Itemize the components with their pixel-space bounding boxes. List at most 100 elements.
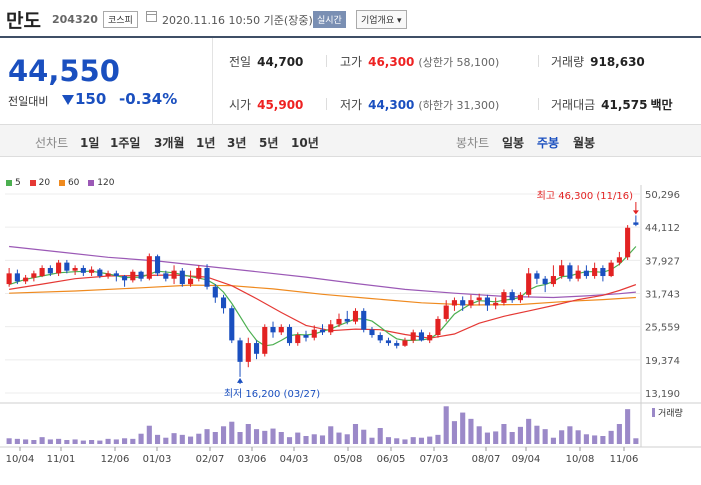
stat-label: 저가	[340, 98, 363, 112]
ma60-line	[9, 284, 636, 306]
x-tick-label: 05/08	[334, 454, 363, 465]
candle-body	[385, 340, 392, 344]
change-label: 전일대비	[8, 95, 49, 108]
realtime-button[interactable]: 실시간	[313, 11, 346, 28]
stat-label: 고가	[340, 55, 363, 69]
low-annotation: 최저 16,200 (03/27)	[224, 388, 320, 400]
candle-body	[592, 267, 598, 277]
candle-body	[295, 335, 301, 344]
period-10y-button[interactable]: 10년	[291, 136, 319, 150]
x-tick-label: 10/04	[6, 454, 35, 465]
volume-bar	[245, 424, 251, 444]
x-tick-label: 09/04	[512, 454, 541, 465]
y-tick-label: 19,374	[645, 356, 680, 367]
candle-body	[212, 286, 218, 298]
y-tick-label: 37,927	[645, 256, 680, 267]
corp-info-button[interactable]: 기업개요 ▾	[356, 10, 407, 29]
lower-limit: (하한가 31,300)	[418, 99, 500, 112]
candle-body	[493, 302, 499, 306]
volume-bar	[328, 426, 334, 444]
volume-bar	[567, 426, 573, 444]
stat-label: 시가	[229, 98, 252, 112]
candle-body	[460, 300, 466, 306]
volume-bar	[130, 438, 136, 444]
volume-bar	[187, 436, 194, 444]
x-tick-label: 11/01	[47, 454, 76, 465]
x-tick-label: 02/07	[196, 454, 225, 465]
volume-bar	[517, 426, 523, 444]
period-5y-button[interactable]: 5년	[259, 136, 279, 150]
candle-body	[146, 256, 152, 279]
volume-bar	[435, 434, 441, 444]
candle-body	[476, 297, 482, 301]
volume-bar	[534, 425, 540, 444]
volume-bar	[113, 439, 119, 444]
stat-label: 거래량	[551, 55, 585, 69]
amount-unit: 백만	[650, 98, 673, 112]
candle-weekly-button[interactable]: 주봉	[537, 136, 560, 150]
candle-body	[245, 343, 251, 362]
candle-body	[328, 324, 334, 333]
volume-bar	[625, 409, 631, 444]
volume-bar	[270, 428, 276, 444]
volume-bar	[559, 430, 565, 444]
candle-body	[501, 292, 507, 303]
candle-body	[6, 273, 12, 285]
volume-bar	[575, 430, 581, 444]
y-tick-label: 25,559	[645, 323, 680, 334]
chart-toolbar: 선차트 1일 1주일 3개월 1년 3년 5년 10년 봉차트 일봉 주봉 월봉	[0, 125, 701, 157]
volume-bar	[39, 437, 45, 444]
volume-bar	[80, 440, 86, 444]
legend-ma60: 60	[58, 178, 79, 188]
volume-bar	[138, 433, 144, 444]
high-annotation: 최고 46,300 (11/16)	[537, 190, 633, 202]
volume-bar	[286, 437, 293, 444]
stat-value: 918,630	[590, 55, 645, 69]
candle-body	[220, 297, 227, 309]
x-tick-label: 01/03	[143, 454, 172, 465]
candle-body	[559, 265, 565, 277]
period-1w-button[interactable]: 1주일	[110, 136, 141, 150]
candle-body	[418, 332, 425, 341]
stat-value: 41,575	[601, 98, 648, 112]
volume-bar	[278, 432, 284, 444]
volume-bar	[361, 429, 367, 444]
stat-value: 45,900	[257, 98, 304, 112]
volume-legend-swatch	[652, 408, 655, 417]
candle-body	[204, 267, 210, 287]
candle-body	[625, 227, 631, 258]
stock-header: 만도 204320 코스피 2020.11.16 10:50 기준(장중) 실시…	[0, 0, 701, 38]
volume-bar	[105, 438, 111, 444]
candle-body	[394, 343, 400, 346]
candle-body	[410, 332, 416, 341]
down-arrow-icon	[62, 95, 74, 105]
volume-bar	[385, 437, 392, 444]
x-tick-label: 06/05	[377, 454, 406, 465]
volume-bar	[220, 426, 227, 444]
legend-swatch	[88, 179, 95, 186]
stat-value: 44,700	[257, 55, 304, 69]
calendar-icon	[146, 11, 157, 22]
candle-body	[270, 326, 276, 333]
chart-legend: 5 20 60 120	[6, 178, 120, 188]
volume-bar	[155, 434, 161, 444]
period-3y-button[interactable]: 3년	[227, 136, 247, 150]
divider	[212, 38, 213, 125]
volume-bar	[204, 429, 210, 444]
candle-monthly-button[interactable]: 월봉	[573, 136, 596, 150]
period-3m-button[interactable]: 3개월	[154, 136, 185, 150]
as-of-time: 2020.11.16 10:50 기준(장중)	[162, 14, 313, 27]
stat-volume: 거래량 918,630	[551, 53, 645, 70]
candle-body	[187, 278, 194, 285]
legend-swatch	[29, 179, 36, 186]
y-tick-label: 44,112	[645, 223, 680, 234]
candle-daily-button[interactable]: 일봉	[502, 136, 525, 150]
period-1y-button[interactable]: 1년	[196, 136, 216, 150]
volume-bar	[526, 418, 532, 444]
x-tick-label: 11/06	[610, 454, 639, 465]
candle-body	[72, 267, 78, 271]
volume-bar	[501, 424, 507, 444]
volume-bar	[509, 432, 515, 444]
volume-bar	[212, 432, 218, 444]
period-1d-button[interactable]: 1일	[80, 136, 100, 150]
